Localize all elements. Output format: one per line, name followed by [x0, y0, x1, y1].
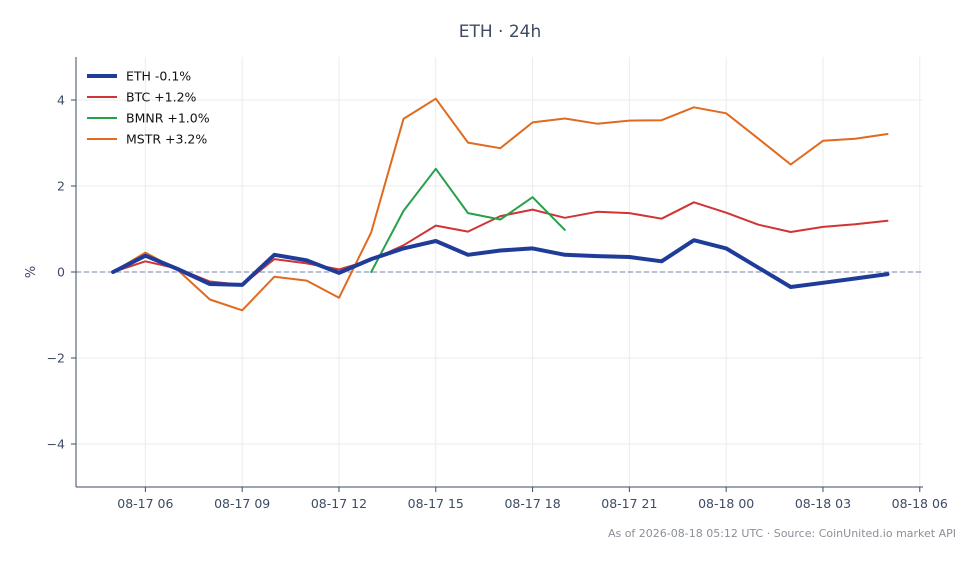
series-line-bmnr — [370, 167, 566, 273]
x-tick-label: 08-17 15 — [408, 496, 464, 511]
x-tick-label: 08-17 21 — [601, 496, 657, 511]
x-tick-label: 08-17 06 — [117, 496, 173, 511]
chart-title: ETH · 24h — [459, 22, 542, 42]
source-footer: As of 2026-08-18 05:12 UTC · Source: Coi… — [608, 527, 956, 540]
y-tick-label: 2 — [57, 179, 65, 194]
x-tick-label: 08-18 00 — [698, 496, 754, 511]
x-tick-label: 08-17 18 — [504, 496, 560, 511]
x-tick-label: 08-17 12 — [311, 496, 367, 511]
x-tick-label: 08-18 03 — [795, 496, 851, 511]
plot-area: 08-17 06 08-17 09 08-17 12 08-17 15 08-17 18… — [47, 57, 948, 511]
y-tick-label: 4 — [57, 93, 65, 108]
series-line-eth — [111, 238, 890, 289]
x-tick-label: 08-18 06 — [892, 496, 948, 511]
x-axis-ticks: 08-17 06 08-17 09 08-17 12 08-17 15 08-17 18… — [117, 487, 948, 511]
legend: ETH -0.1% BTC +1.2% BMNR +1.0% MSTR +3.2% — [87, 69, 210, 147]
y-tick-label: −4 — [47, 437, 65, 452]
series-lines — [111, 97, 890, 312]
y-axis-ticks: −4 −2 0 2 4 — [47, 93, 76, 452]
legend-label-btc: BTC +1.2% — [126, 90, 197, 105]
x-tick-label: 08-17 09 — [214, 496, 270, 511]
legend-label-bmnr: BMNR +1.0% — [126, 111, 210, 126]
y-tick-label: 0 — [57, 265, 65, 280]
legend-label-mstr: MSTR +3.2% — [126, 132, 207, 147]
legend-label-eth: ETH -0.1% — [126, 69, 191, 84]
y-tick-label: −2 — [47, 351, 65, 366]
y-axis-label: % — [24, 266, 39, 278]
series-line-mstr — [112, 97, 889, 312]
